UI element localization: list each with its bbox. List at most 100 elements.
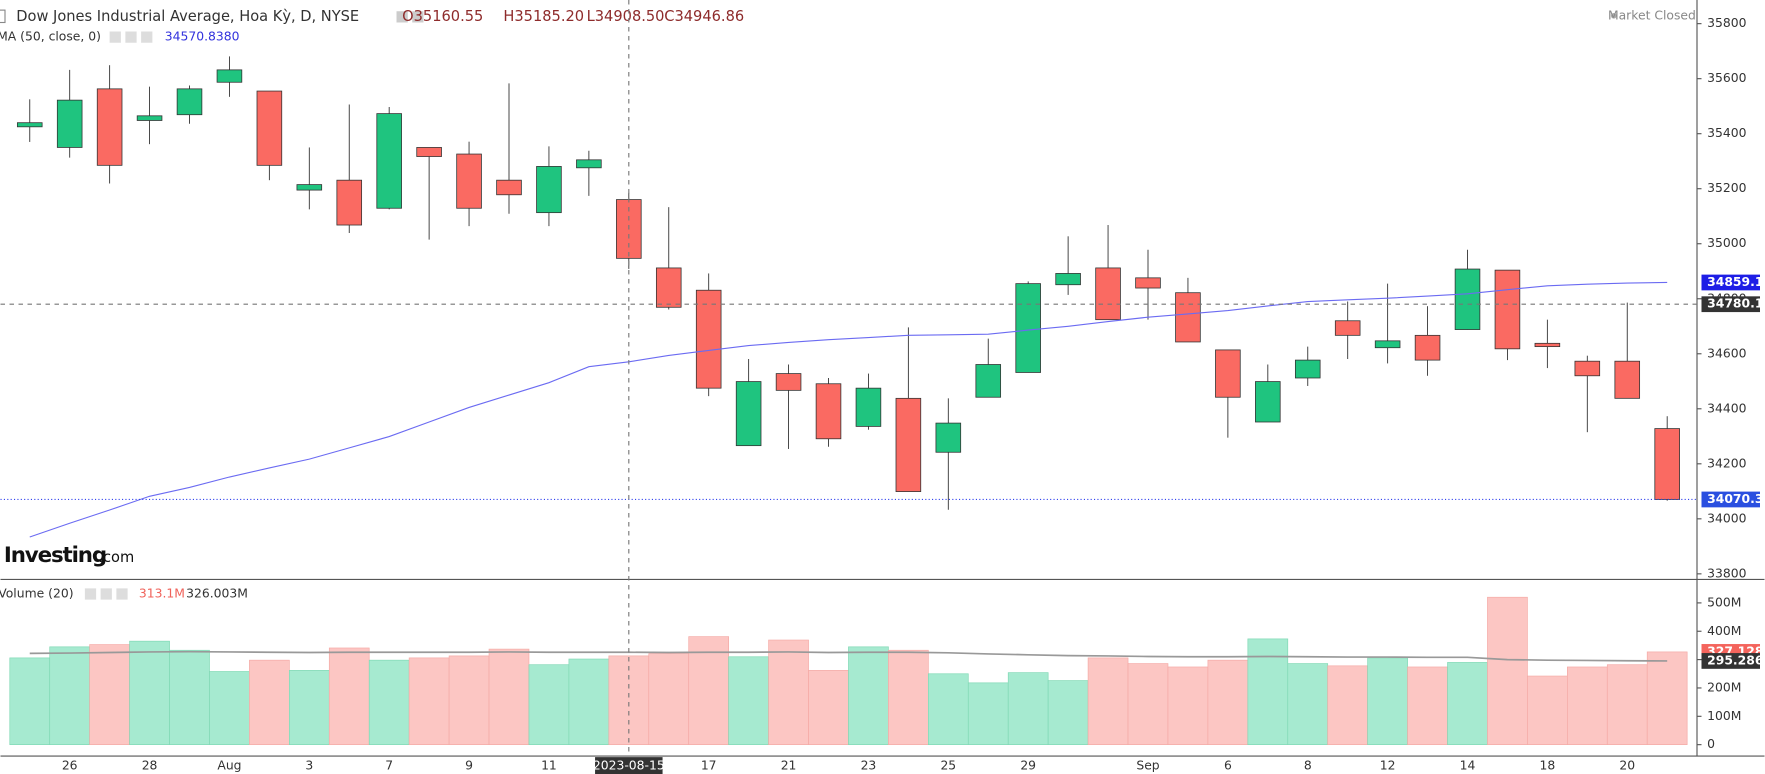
y-tick-label: 34200 (1707, 456, 1746, 470)
x-tick-label: 29 (1020, 759, 1036, 773)
axis-badge (1701, 491, 1760, 508)
ma-line (29, 650, 1668, 662)
candle-body (1175, 292, 1201, 343)
x-tick-label: Aug (217, 759, 241, 773)
volume-bar (1487, 596, 1528, 745)
ohlc-value: C34946.86 (664, 8, 744, 25)
ohlc-value: H35185.20 (503, 8, 584, 25)
x-tick-label: 18 (1540, 759, 1556, 773)
volume-bar (1646, 651, 1688, 745)
volume-bar (448, 655, 490, 745)
candle-body (735, 381, 762, 447)
volume-bar (129, 640, 170, 745)
volume-bar (648, 653, 690, 745)
volume-bar (1367, 657, 1408, 745)
y-tick-label: 0 (1707, 737, 1715, 751)
candle-body (1055, 273, 1081, 286)
x-tick-label: 21 (781, 759, 797, 773)
volume-bar (49, 646, 90, 745)
volume-bar (328, 647, 370, 745)
candle-body (1334, 320, 1361, 336)
menu-icon[interactable] (0, 9, 6, 24)
candle-body (1255, 381, 1281, 423)
y-tick-label: 400M (1707, 624, 1741, 638)
status-dot (1610, 12, 1617, 19)
x-tick-label: 23 (861, 759, 877, 773)
candle-body (576, 159, 602, 169)
volume-bar (1007, 672, 1049, 745)
settings-icon[interactable] (141, 31, 153, 43)
volume-bar (89, 644, 130, 745)
candle-body (1015, 283, 1041, 373)
candle-body (256, 90, 283, 166)
volume-bar (967, 682, 1009, 745)
logo-suffix: .com (98, 549, 134, 566)
y-tick-label: 200M (1707, 680, 1741, 694)
volume-bar (1127, 663, 1169, 745)
volume-legend-value: 313.1M (139, 587, 185, 601)
y-tick-label: 33800 (1707, 566, 1746, 580)
volume-bar (1247, 638, 1289, 745)
volume-bar (1287, 663, 1329, 745)
volume-bar (568, 658, 610, 745)
ma-legend: MA (50, close, 0) (0, 30, 101, 44)
x-tick-label: 26 (62, 759, 78, 773)
volume-bar (289, 670, 330, 745)
candle-body (56, 99, 83, 148)
settings-icon[interactable] (125, 31, 137, 43)
settings-icon[interactable] (396, 11, 408, 23)
volume-bar (209, 671, 250, 745)
candle-body (1374, 340, 1401, 349)
volume-bar (408, 657, 450, 745)
volume-bar (368, 659, 410, 745)
x-tick-label: 14 (1460, 759, 1476, 773)
candle-body (96, 88, 123, 166)
candle-body (176, 88, 203, 116)
candle-body (496, 179, 522, 196)
ma-legend-value: 34570.8380 (165, 30, 240, 44)
settings-icon[interactable] (412, 11, 424, 23)
candle-body (1095, 267, 1121, 321)
axis-badge (1701, 653, 1760, 669)
candle-body (1215, 349, 1241, 398)
volume-bar (888, 649, 929, 745)
x-tick-label: 17 (701, 759, 717, 773)
y-tick-label: 100M (1707, 709, 1741, 723)
candle-body (336, 179, 363, 226)
volume-ma-legend-value: 326.003M (186, 587, 248, 601)
candle-body (1414, 334, 1441, 361)
volume-bar (688, 636, 729, 745)
volume-bar (808, 670, 849, 745)
settings-icon[interactable] (116, 588, 128, 600)
volume-bar (928, 673, 969, 745)
market-status: Market Closed (1608, 8, 1696, 22)
axis-badge (1701, 274, 1760, 291)
volume-bar (1407, 666, 1448, 745)
candle-body (16, 122, 43, 128)
y-tick-label: 35400 (1707, 126, 1746, 140)
x-tick-label: 6 (1224, 759, 1232, 773)
settings-icon[interactable] (100, 588, 112, 600)
volume-bar (768, 639, 809, 745)
x-tick-label: 20 (1619, 759, 1635, 773)
candle-body (1294, 359, 1321, 379)
candle-body (1654, 428, 1680, 500)
candle-body (935, 422, 962, 453)
y-tick-label: 35800 (1707, 16, 1746, 30)
settings-icon[interactable] (84, 588, 97, 600)
candle-body (855, 387, 882, 427)
chart-title: Dow Jones Industrial Average, Hoa Kỳ, D,… (16, 8, 359, 25)
volume-bar (1567, 666, 1608, 745)
candle-body (695, 289, 722, 389)
y-tick-label: 34600 (1707, 346, 1746, 360)
ohlc-value: L34908.50 (587, 8, 665, 25)
y-tick-label: 35600 (1707, 71, 1746, 85)
volume-bar (488, 648, 530, 745)
settings-icon[interactable] (109, 31, 121, 43)
volume-bar (1087, 657, 1129, 745)
candle-body (296, 184, 323, 191)
candle-body (136, 115, 163, 121)
candle-body (1494, 269, 1521, 350)
